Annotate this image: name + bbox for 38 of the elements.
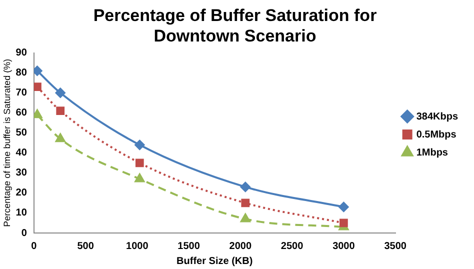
x-axis-title: Buffer Size (KB) — [176, 256, 253, 267]
y-tick-label: 70 — [16, 88, 28, 99]
y-tick-label: 30 — [16, 168, 28, 179]
y-tick-label: 40 — [16, 148, 28, 159]
x-tick-label: 500 — [77, 240, 94, 252]
x-tick-label: 1000 — [126, 240, 149, 252]
point — [240, 182, 250, 192]
point — [240, 213, 250, 222]
point — [338, 202, 349, 212]
y-tick-label: 0 — [21, 228, 28, 239]
chart-title: Percentage of Buffer Saturation for Downtown Scenario — [93, 6, 378, 46]
point — [34, 109, 42, 118]
point — [241, 198, 250, 208]
point — [134, 173, 145, 182]
point — [34, 82, 42, 92]
legend-label: 0.5Mbps — [416, 129, 457, 140]
x-tick-label: 1500 — [178, 240, 200, 252]
x-tick-label: 0 — [31, 240, 38, 252]
point — [55, 133, 66, 142]
point — [34, 66, 42, 76]
x-tick-label: 3500 — [384, 240, 407, 252]
x-tick-label: 2000 — [229, 240, 252, 252]
y-tick-label: 80 — [16, 68, 28, 79]
x-tick-label: 2500 — [280, 240, 304, 252]
y-tick-label: 60 — [16, 108, 28, 119]
y-axis-title: Percentage of time buffer is Saturated (%) — [2, 58, 12, 227]
legend-label: 384Kbps — [416, 111, 458, 122]
point — [55, 88, 66, 98]
y-tick-label: 90 — [16, 48, 28, 59]
point — [134, 140, 145, 150]
y-tick-label: 10 — [16, 208, 28, 219]
point — [135, 158, 144, 168]
point — [340, 218, 348, 228]
x-tick-label: 3000 — [332, 240, 356, 252]
y-tick-label: 20 — [16, 188, 28, 199]
y-tick-label: 50 — [16, 128, 28, 139]
point — [56, 106, 65, 116]
legend-label: 1Mbps — [416, 147, 448, 158]
